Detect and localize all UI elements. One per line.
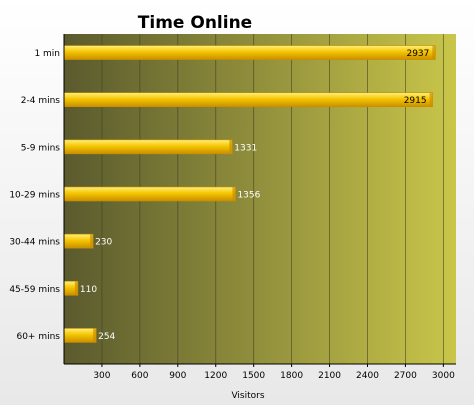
- x-tick-label: 2400: [356, 371, 379, 381]
- x-axis-label: Visitors: [231, 391, 264, 401]
- x-tick-label: 600: [131, 371, 148, 381]
- bar-value-label: 110: [80, 285, 97, 295]
- chart-title: Time Online: [138, 13, 252, 33]
- bar-rect: [63, 233, 94, 249]
- bar-end-cap: [93, 328, 97, 343]
- x-tick-label: 900: [169, 371, 186, 381]
- bar-value-label: 1331: [234, 143, 257, 153]
- x-axis-ticks: 300 600 900 1200 1500 1800 2100 2400 2700 3000: [93, 364, 455, 381]
- bar-end-cap: [74, 281, 78, 296]
- bar-2: 1331: [63, 139, 257, 155]
- bar-rect: [63, 328, 97, 343]
- bar-end-cap: [229, 139, 233, 154]
- bar-end-cap: [429, 92, 433, 107]
- bar-1: 2915: [63, 92, 433, 108]
- x-tick-label: 300: [93, 371, 110, 381]
- bar-rect: [63, 186, 236, 202]
- bar-end-cap: [432, 45, 436, 60]
- bar-6: 254: [63, 328, 116, 343]
- bar-value-label: 254: [98, 332, 115, 342]
- category-label: 45-59 mins: [9, 285, 60, 295]
- category-labels: 1 min 2-4 mins 5-9 mins 10-29 mins 30-44 min…: [9, 49, 60, 342]
- x-tick-label: 3000: [432, 371, 455, 381]
- bar-end-cap: [232, 187, 236, 201]
- bar-value-label: 2915: [404, 96, 427, 106]
- category-label: 10-29 mins: [9, 191, 60, 201]
- bar-value-label: 230: [95, 238, 112, 248]
- x-tick-label: 1500: [242, 371, 265, 381]
- x-tick-label: 1800: [280, 371, 303, 381]
- bar-value-label: 2937: [406, 49, 429, 59]
- bar-0: 2937: [63, 45, 436, 60]
- bar-3: 1356: [63, 186, 261, 202]
- bar-rect: [63, 92, 433, 108]
- category-label: 1 min: [34, 49, 60, 59]
- category-label: 60+ mins: [16, 332, 60, 342]
- category-label: 5-9 mins: [21, 143, 61, 153]
- bars: 2937 2915 1331 1356 230 110 254: [63, 45, 436, 343]
- bar-value-label: 1356: [237, 191, 260, 201]
- category-label: 30-44 mins: [9, 238, 60, 248]
- category-label: 2-4 mins: [21, 96, 61, 106]
- bar-rect: [63, 45, 436, 60]
- x-tick-label: 1200: [204, 371, 227, 381]
- bar-rect: [63, 139, 233, 155]
- x-tick-label: 2100: [318, 371, 341, 381]
- x-tick-label: 2700: [394, 371, 417, 381]
- bar-end-cap: [90, 234, 94, 249]
- bar-5: 110: [63, 280, 97, 296]
